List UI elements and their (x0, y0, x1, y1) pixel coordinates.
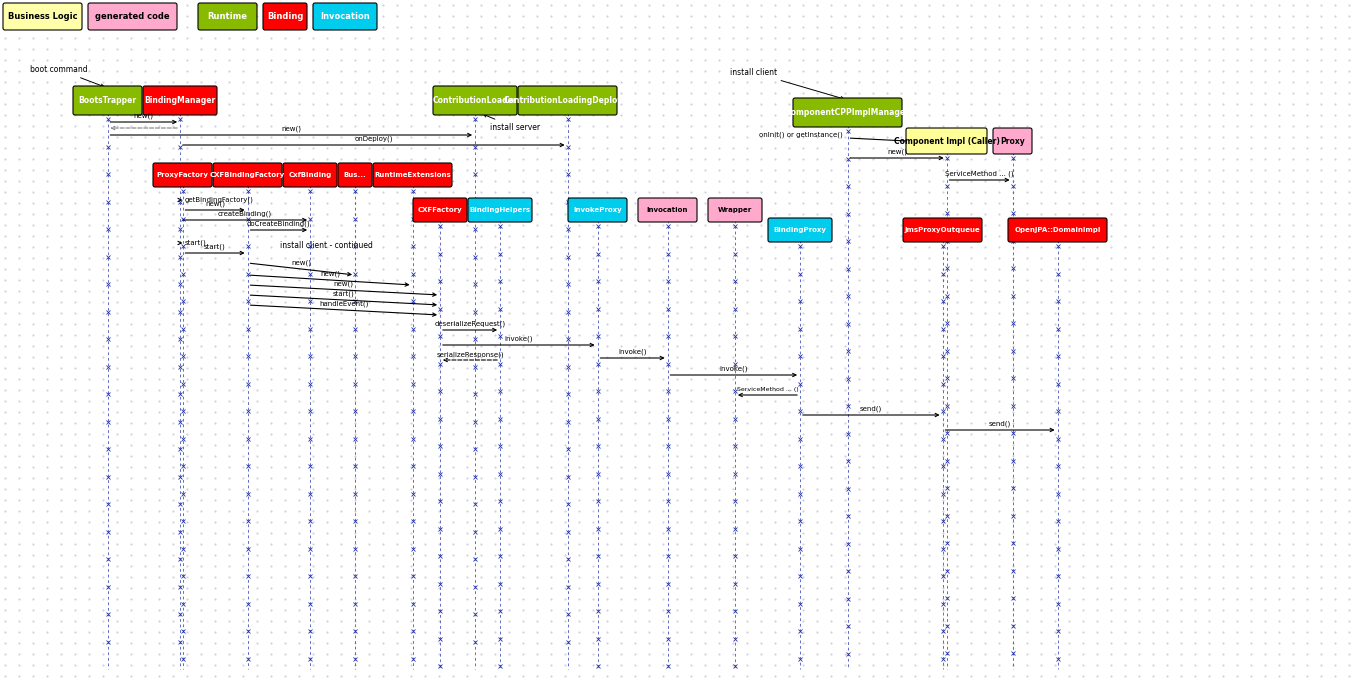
Text: install server: install server (483, 114, 540, 132)
Text: new(): new() (321, 271, 340, 277)
Text: new(): new() (291, 260, 311, 266)
FancyBboxPatch shape (769, 218, 832, 242)
Text: ContributionLoadingDeployer: ContributionLoadingDeployer (503, 96, 632, 105)
Text: Invocation: Invocation (647, 207, 689, 213)
Text: InvokeProxy: InvokeProxy (574, 207, 622, 213)
Text: CXFFactory: CXFFactory (418, 207, 463, 213)
Text: doCreateBinding(): doCreateBinding() (248, 221, 311, 227)
FancyBboxPatch shape (198, 3, 257, 30)
Text: new(): new() (281, 126, 302, 132)
FancyBboxPatch shape (568, 198, 626, 222)
FancyBboxPatch shape (212, 163, 281, 187)
Text: ProxyFactory: ProxyFactory (157, 172, 208, 178)
Text: ComponentCPPImplManager: ComponentCPPImplManager (786, 108, 909, 117)
FancyBboxPatch shape (373, 163, 452, 187)
Text: Invocation: Invocation (321, 12, 369, 21)
FancyBboxPatch shape (283, 163, 337, 187)
FancyBboxPatch shape (338, 163, 372, 187)
Text: OpenJPA::DomainImpl: OpenJPA::DomainImpl (1015, 227, 1101, 233)
Text: RuntimeExtensions: RuntimeExtensions (375, 172, 451, 178)
Text: BindingHelpers: BindingHelpers (469, 207, 530, 213)
FancyBboxPatch shape (468, 198, 532, 222)
FancyBboxPatch shape (143, 86, 216, 115)
Text: Business Logic: Business Logic (8, 12, 77, 21)
Text: start(): start() (185, 240, 207, 246)
FancyBboxPatch shape (1008, 218, 1107, 242)
Text: Component Impl (Caller): Component Impl (Caller) (893, 136, 1000, 145)
Text: BindingManager: BindingManager (145, 96, 215, 105)
Text: handleEvent(): handleEvent() (319, 301, 368, 308)
Text: ContributionLoader: ContributionLoader (433, 96, 517, 105)
Text: send(): send() (989, 421, 1011, 427)
Text: start(): start() (333, 291, 354, 297)
Text: start(): start() (204, 244, 226, 251)
FancyBboxPatch shape (153, 163, 212, 187)
Text: generated code: generated code (95, 12, 170, 21)
Text: Bus...: Bus... (344, 172, 367, 178)
Text: invoke(): invoke() (505, 335, 533, 342)
FancyBboxPatch shape (902, 218, 982, 242)
Text: Binding: Binding (267, 12, 303, 21)
Text: install client: install client (731, 68, 844, 100)
FancyBboxPatch shape (413, 198, 467, 222)
Text: Wrapper: Wrapper (718, 207, 752, 213)
Text: BindingProxy: BindingProxy (774, 227, 827, 233)
Text: new(): new() (134, 113, 154, 120)
Text: BootsTrapper: BootsTrapper (78, 96, 137, 105)
FancyBboxPatch shape (993, 128, 1032, 154)
FancyBboxPatch shape (3, 3, 83, 30)
Text: install client - continued: install client - continued (280, 241, 373, 250)
Text: ServiceMethod ... (): ServiceMethod ... () (946, 170, 1013, 177)
Text: JmsProxyOutqueue: JmsProxyOutqueue (905, 227, 981, 233)
FancyBboxPatch shape (639, 198, 697, 222)
Text: ServiceMethod ... (): ServiceMethod ... () (736, 386, 798, 392)
Text: invoke(): invoke() (618, 349, 647, 355)
Text: serializeResponse(): serializeResponse() (436, 352, 503, 359)
FancyBboxPatch shape (313, 3, 377, 30)
FancyBboxPatch shape (262, 3, 307, 30)
Text: invoke(): invoke() (720, 366, 748, 372)
FancyBboxPatch shape (708, 198, 762, 222)
Text: getBindingFactory(): getBindingFactory() (185, 197, 254, 203)
Text: onInit() or getInstance(): onInit() or getInstance() (759, 131, 843, 138)
Text: CXFBindingFactory: CXFBindingFactory (210, 172, 285, 178)
Text: onDeploy(): onDeploy() (354, 136, 392, 142)
Text: send(): send() (861, 406, 882, 412)
Text: new(): new() (888, 149, 907, 155)
FancyBboxPatch shape (73, 86, 142, 115)
FancyBboxPatch shape (907, 128, 986, 154)
Text: deserializeRequest(): deserializeRequest() (434, 320, 506, 327)
FancyBboxPatch shape (88, 3, 177, 30)
Text: createBinding(): createBinding() (218, 210, 272, 217)
Text: new(): new() (206, 201, 225, 207)
FancyBboxPatch shape (793, 98, 902, 127)
Text: new(): new() (334, 280, 353, 287)
FancyBboxPatch shape (518, 86, 617, 115)
Text: Runtime: Runtime (207, 12, 248, 21)
Text: Proxy: Proxy (1000, 136, 1024, 145)
FancyBboxPatch shape (433, 86, 517, 115)
Text: CxfBinding: CxfBinding (288, 172, 331, 178)
Text: boot command: boot command (30, 65, 104, 87)
